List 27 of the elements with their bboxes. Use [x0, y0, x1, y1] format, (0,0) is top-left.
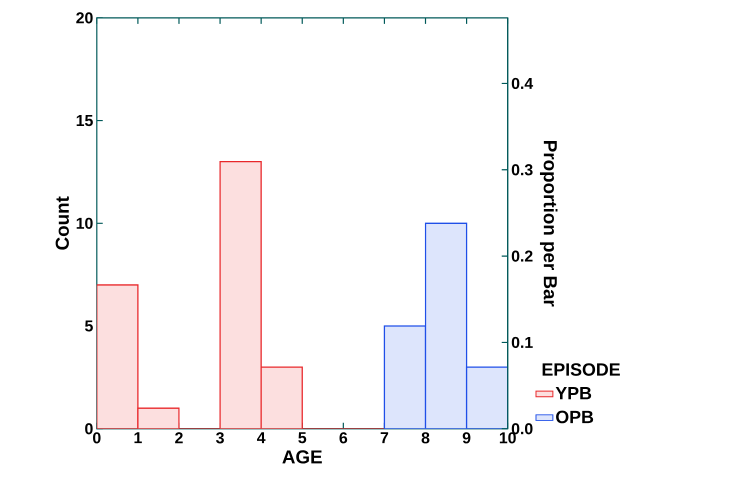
legend-title: EPISODE — [542, 363, 620, 376]
x-tick-label: 10 — [500, 432, 516, 444]
x-tick-label: 5 — [298, 432, 306, 444]
legend-label: YPB — [556, 386, 592, 400]
y-tick-label: 15 — [76, 114, 93, 126]
x-tick-label: 1 — [134, 432, 142, 443]
x-tick-label: 0 — [93, 432, 101, 444]
x-tick-label: 4 — [256, 432, 266, 443]
x-tick-label: 3 — [216, 432, 224, 444]
x-tick-label: 7 — [380, 432, 388, 443]
y-tick-label: 0 — [85, 423, 93, 434]
legend-label: OPB — [556, 410, 594, 424]
x-tick-label: 8 — [422, 432, 430, 444]
y2-tick-label: 0.4 — [512, 78, 534, 89]
y-tick-label: 5 — [84, 320, 93, 332]
x-tick-label: 2 — [175, 432, 183, 444]
y2-tick-label: 0.2 — [512, 250, 533, 262]
y2-tick-label: 0.3 — [512, 164, 533, 176]
y-tick-label: 20 — [76, 12, 93, 24]
y-axis-title: Count — [56, 196, 69, 250]
y2-tick-label: 0.0 — [512, 423, 533, 434]
x-tick-label: 9 — [462, 432, 470, 444]
y2-axis-title: Proportion per Bar — [540, 140, 558, 306]
x-axis-title: AGE — [282, 450, 322, 464]
y2-tick-label: 0.1 — [512, 336, 533, 348]
x-tick-label: 6 — [340, 432, 348, 444]
y-tick-label: 10 — [76, 218, 93, 229]
